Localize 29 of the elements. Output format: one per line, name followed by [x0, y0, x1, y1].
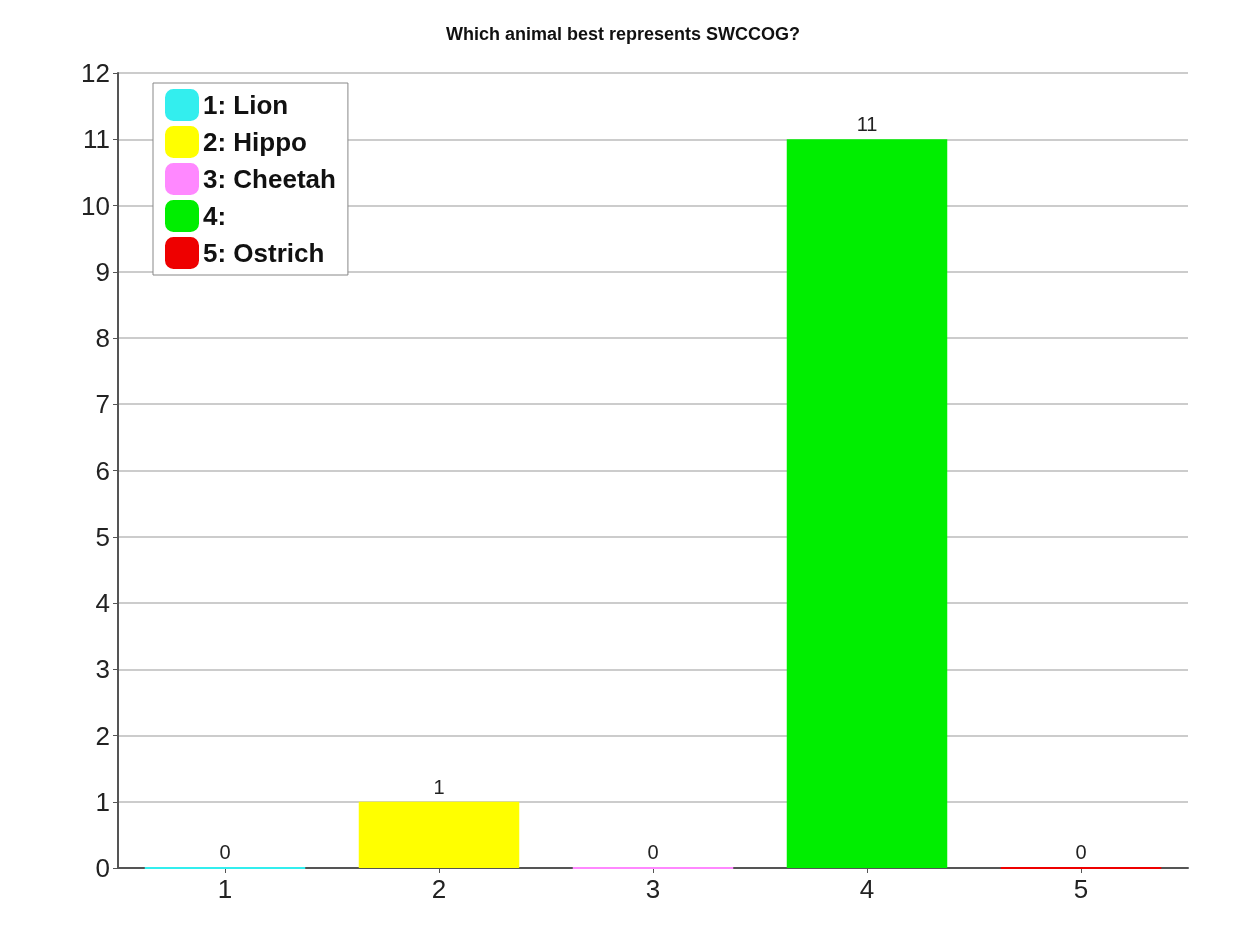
y-tick-label: 9 [95, 256, 110, 287]
data-label: 0 [219, 841, 231, 863]
chart-title: Which animal best represents SWCCOG? [445, 24, 801, 44]
data-label: 11 [856, 113, 878, 136]
legend-label: 4: [203, 201, 227, 231]
y-tick-label: 6 [95, 455, 110, 486]
x-tick-label: 1 [217, 874, 233, 904]
y-tick-label: 12 [81, 58, 110, 88]
y-tick-label: 4 [95, 588, 110, 618]
legend-label: 2: Hippo [203, 127, 307, 157]
y-tick-label: 11 [83, 124, 110, 155]
legend-label: 5: Ostrich [203, 238, 325, 268]
x-tick-label: 5 [1073, 874, 1089, 904]
legend-label: 1: Lion [203, 90, 289, 120]
x-tick-label: 4 [859, 874, 875, 904]
y-tick-label: 5 [95, 521, 110, 552]
legend-label: 3: Cheetah [203, 164, 336, 194]
y-tick-label: 7 [95, 389, 110, 420]
x-tick-label: 3 [645, 874, 661, 904]
y-tick-label: 8 [95, 323, 110, 353]
y-tick-label: 0 [95, 853, 110, 883]
data-label: 0 [1075, 841, 1087, 863]
data-label: 1 [433, 775, 445, 798]
data-label: 0 [647, 841, 659, 863]
y-tick-label: 3 [95, 654, 110, 685]
y-tick-label: 10 [81, 190, 110, 221]
y-tick-label: 2 [95, 720, 110, 751]
x-tick-label: 2 [431, 874, 447, 904]
y-tick-label: 1 [95, 786, 110, 817]
